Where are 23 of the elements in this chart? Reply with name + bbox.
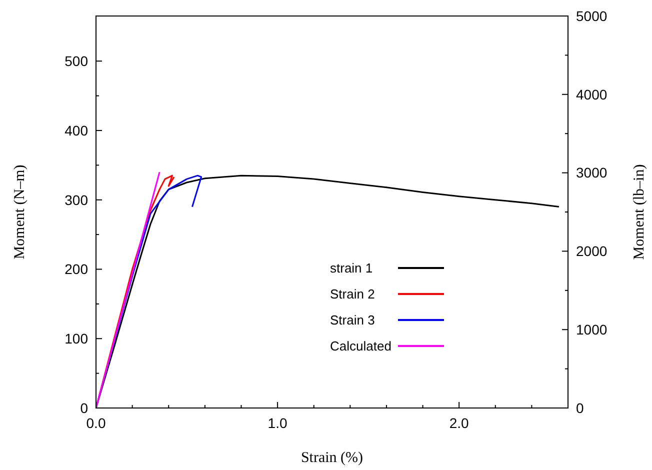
x-tick-label: 2.0 bbox=[449, 415, 470, 431]
x-axis-title: Strain (%) bbox=[300, 450, 364, 466]
y-axis-title: Moment (N–m) bbox=[12, 164, 28, 260]
y2-axis-title: Moment (lb–in) bbox=[631, 164, 648, 260]
y-tick-label: 300 bbox=[64, 192, 88, 208]
y-tick-label: 0 bbox=[80, 400, 88, 416]
y2-tick-label: 2000 bbox=[576, 243, 608, 260]
y2-tick-label: 1000 bbox=[576, 322, 608, 338]
legend-label: Calculated bbox=[330, 338, 392, 354]
y-tick-label: 100 bbox=[64, 330, 88, 347]
y2-tick-label: 4000 bbox=[576, 86, 608, 102]
line-series bbox=[96, 174, 202, 408]
y-tick-label: 200 bbox=[64, 261, 88, 278]
y-tick-label: 500 bbox=[64, 52, 88, 69]
legend-label: strain 1 bbox=[330, 260, 373, 276]
legend-label: Strain 2 bbox=[330, 286, 375, 302]
x-tick-label: 1.0 bbox=[268, 415, 288, 431]
x-tick-label: 0.0 bbox=[86, 415, 106, 431]
y2-tick-label: 5000 bbox=[576, 8, 608, 24]
y2-tick-label: 0 bbox=[576, 400, 584, 416]
legend-label: Strain 3 bbox=[330, 312, 375, 328]
y2-tick-label: 3000 bbox=[576, 164, 608, 181]
y-tick-label: 400 bbox=[64, 122, 88, 138]
